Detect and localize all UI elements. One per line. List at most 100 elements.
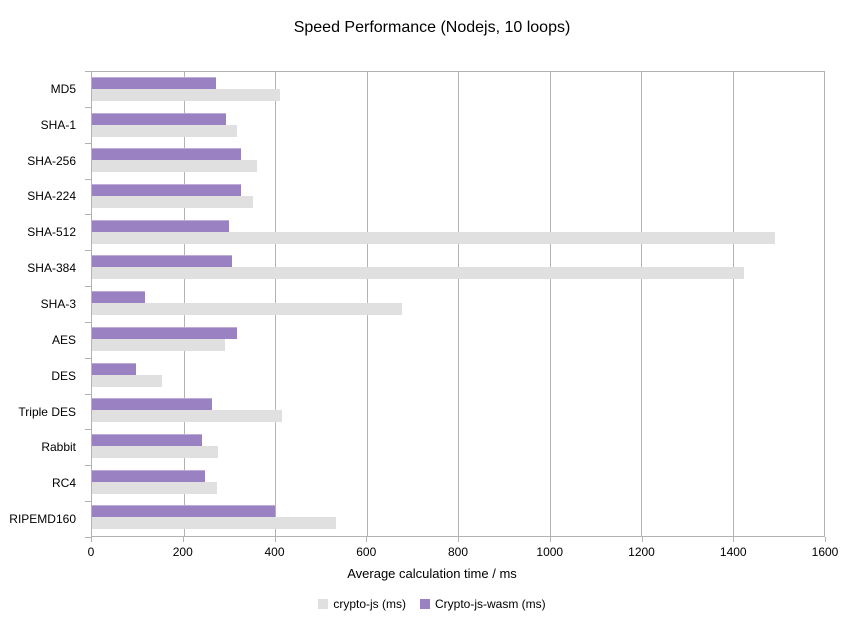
- category-label-SHA-512: SHA-512: [27, 225, 76, 240]
- x-tick-label-1000: 1000: [536, 545, 564, 559]
- bar-group-SHA-1: [92, 108, 824, 144]
- gridline-x-800: [458, 72, 459, 536]
- bar-group-SHA-384: [92, 250, 824, 286]
- category-label-DES: DES: [51, 368, 76, 383]
- bar-Crypto-js-wasm-ms--SHA-384: [92, 255, 232, 268]
- bar-crypto-js-ms--SHA-384: [92, 267, 744, 280]
- bar-crypto-js-ms--Rabbit: [92, 445, 218, 458]
- x-axis-tick-800: [458, 537, 459, 542]
- y-axis-tick-9: [85, 394, 91, 395]
- category-label-SHA-384: SHA-384: [27, 261, 76, 276]
- bar-Crypto-js-wasm-ms--AES: [92, 326, 238, 339]
- y-axis-tick-10: [85, 429, 91, 430]
- category-label-RIPEMD160: RIPEMD160: [9, 512, 76, 527]
- y-axis-tick-13: [85, 537, 91, 538]
- x-axis-tick-1400: [733, 537, 735, 542]
- x-tick-label-400: 400: [264, 545, 285, 559]
- category-label-SHA-256: SHA-256: [27, 153, 76, 168]
- legend-label: crypto-js (ms): [333, 597, 406, 611]
- y-axis-tick-2: [85, 143, 91, 144]
- x-axis-tick-1600: [825, 537, 826, 542]
- bar-Crypto-js-wasm-ms--MD5: [92, 77, 216, 89]
- bar-group-SHA-3: [92, 286, 824, 322]
- category-label-AES: AES: [51, 332, 76, 347]
- chart-title: Speed Performance (Nodejs, 10 loops): [293, 19, 571, 36]
- bar-group-SHA-256: [92, 143, 824, 179]
- y-axis-tick-3: [85, 179, 91, 180]
- bar-crypto-js-ms--SHA-512: [92, 231, 776, 244]
- bar-crypto-js-ms--RIPEMD160: [92, 517, 336, 530]
- bar-crypto-js-ms--MD5: [92, 89, 281, 101]
- bar-group-MD5: [92, 72, 824, 108]
- y-axis-tick-8: [85, 358, 91, 359]
- y-axis-tick-5: [85, 250, 91, 251]
- y-axis-tick-11: [85, 465, 91, 466]
- x-axis-title: Average calculation time / ms: [347, 566, 517, 581]
- x-tick-label-1200: 1200: [628, 545, 655, 559]
- x-axis-tick-1000: [549, 537, 551, 542]
- y-axis-tick-4: [85, 214, 91, 215]
- plot-area: [91, 71, 825, 537]
- legend-item-Crypto-js-wasm-ms-: Crypto-js-wasm (ms): [420, 597, 546, 611]
- x-tick-label-0: 0: [87, 545, 95, 559]
- gridline-x-1000: [549, 72, 551, 536]
- category-label-Triple DES: Triple DES: [18, 404, 76, 419]
- y-axis-tick-6: [85, 286, 91, 287]
- bar-group-Triple DES: [92, 393, 824, 429]
- x-tick-label-600: 600: [356, 545, 377, 559]
- bar-group-Rabbit: [92, 429, 824, 465]
- bar-rows: [92, 72, 824, 536]
- y-axis-tick-12: [85, 501, 91, 502]
- gridline-x-1200: [641, 72, 642, 536]
- x-axis-tick-200: [182, 537, 184, 542]
- bar-group-RC4: [92, 465, 824, 501]
- bar-crypto-js-ms--SHA-3: [92, 303, 402, 316]
- x-axis-tick-0: [91, 537, 92, 542]
- bar-Crypto-js-wasm-ms--SHA-3: [92, 291, 145, 304]
- legend-swatch-icon: [318, 599, 329, 609]
- gridline-x-1400: [732, 72, 734, 536]
- x-tick-label-1400: 1400: [719, 545, 747, 559]
- bar-crypto-js-ms--Triple DES: [92, 410, 282, 423]
- bar-group-SHA-512: [92, 215, 824, 251]
- legend-item-crypto-js-ms-: crypto-js (ms): [318, 597, 406, 611]
- bar-Crypto-js-wasm-ms--Rabbit: [92, 433, 202, 446]
- bar-Crypto-js-wasm-ms--SHA-512: [92, 219, 230, 232]
- x-tick-label-1600: 1600: [811, 545, 839, 559]
- bar-crypto-js-ms--SHA-224: [92, 196, 253, 209]
- bar-group-AES: [92, 322, 824, 358]
- category-label-MD5: MD5: [50, 81, 76, 96]
- x-tick-label-800: 800: [447, 545, 469, 559]
- bar-crypto-js-ms--SHA-256: [92, 160, 257, 173]
- bar-Crypto-js-wasm-ms--SHA-224: [92, 184, 242, 197]
- bar-crypto-js-ms--SHA-1: [92, 124, 238, 137]
- y-axis-category-labels: MD5 SHA-1 SHA-256 SHA-224 SHA-512 SHA-384 SHA-…: [0, 71, 84, 537]
- bar-Crypto-js-wasm-ms--SHA-256: [92, 148, 242, 161]
- bar-Crypto-js-wasm-ms--Triple DES: [92, 398, 213, 411]
- x-tick-label-200: 200: [172, 545, 193, 559]
- category-label-SHA-1: SHA-1: [40, 117, 76, 132]
- bar-Crypto-js-wasm-ms--SHA-1: [92, 112, 227, 125]
- x-axis-tick-400: [274, 537, 276, 542]
- x-axis-tick-1200: [641, 537, 643, 542]
- category-label-RC4: RC4: [51, 476, 76, 491]
- bar-crypto-js-ms--RC4: [92, 481, 217, 494]
- legend-swatch-icon: [420, 599, 430, 609]
- bar-group-RIPEMD160: [92, 500, 824, 536]
- bar-crypto-js-ms--AES: [92, 338, 226, 351]
- bar-crypto-js-ms--DES: [92, 374, 163, 387]
- category-label-Rabbit: Rabbit: [41, 440, 76, 455]
- y-axis-tick-0: [85, 71, 91, 72]
- legend: crypto-js (ms) Crypto-js-wasm (ms): [0, 597, 864, 611]
- y-axis-tick-7: [85, 322, 91, 323]
- legend-label: Crypto-js-wasm (ms): [435, 597, 546, 611]
- category-label-SHA-224: SHA-224: [27, 189, 76, 204]
- y-axis-tick-1: [85, 107, 91, 108]
- bar-Crypto-js-wasm-ms--RC4: [92, 469, 206, 482]
- bar-group-SHA-224: [92, 179, 824, 215]
- bar-Crypto-js-wasm-ms--DES: [92, 362, 136, 375]
- bar-Crypto-js-wasm-ms--RIPEMD160: [92, 505, 275, 518]
- x-axis-tick-600: [366, 537, 368, 542]
- category-label-SHA-3: SHA-3: [40, 296, 76, 311]
